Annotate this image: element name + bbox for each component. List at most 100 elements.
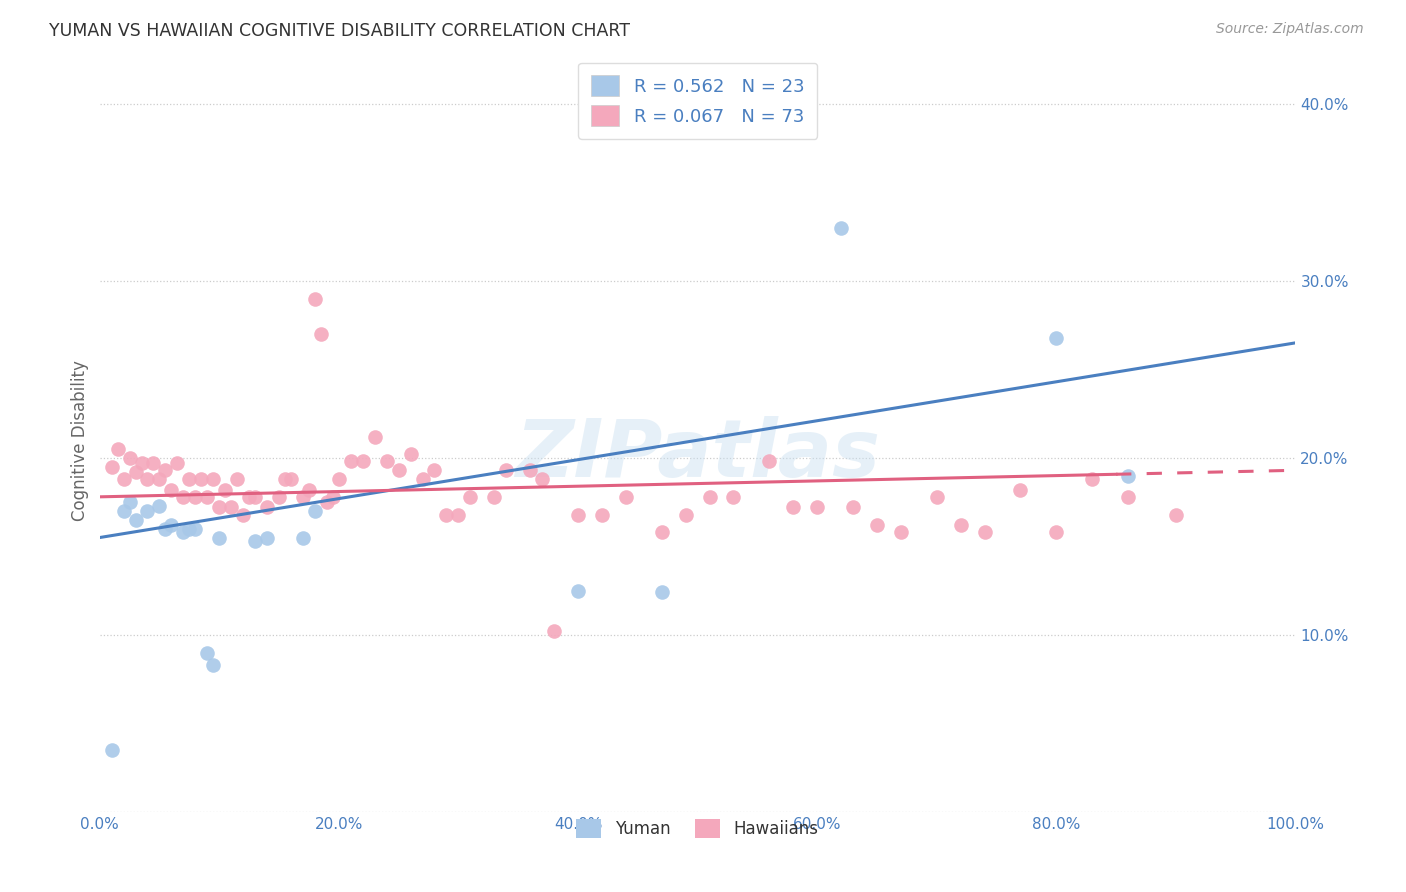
Point — [208, 531, 231, 545]
Point — [1164, 508, 1187, 522]
Point — [267, 490, 290, 504]
Point — [112, 504, 135, 518]
Point — [328, 472, 350, 486]
Point — [172, 525, 194, 540]
Point — [1045, 525, 1067, 540]
Point — [190, 472, 212, 486]
Point — [100, 743, 122, 757]
Point — [352, 454, 374, 468]
Point — [830, 220, 852, 235]
Point — [973, 525, 995, 540]
Point — [298, 483, 321, 497]
Point — [399, 447, 422, 461]
Point — [124, 465, 146, 479]
Point — [142, 456, 165, 470]
Point — [842, 500, 865, 515]
Point — [363, 430, 385, 444]
Point — [232, 508, 254, 522]
Point — [202, 657, 225, 672]
Point — [925, 490, 948, 504]
Point — [304, 292, 326, 306]
Point — [309, 326, 332, 341]
Point — [214, 483, 236, 497]
Point — [423, 463, 446, 477]
Point — [567, 508, 589, 522]
Point — [675, 508, 697, 522]
Point — [131, 456, 153, 470]
Point — [238, 490, 260, 504]
Point — [1116, 468, 1139, 483]
Point — [375, 454, 398, 468]
Point — [280, 472, 302, 486]
Point — [274, 472, 297, 486]
Text: Source: ZipAtlas.com: Source: ZipAtlas.com — [1216, 22, 1364, 37]
Point — [160, 518, 183, 533]
Point — [179, 522, 201, 536]
Point — [1010, 483, 1032, 497]
Point — [184, 522, 207, 536]
Point — [782, 500, 804, 515]
Point — [195, 490, 218, 504]
Point — [699, 490, 721, 504]
Y-axis label: Cognitive Disability: Cognitive Disability — [72, 359, 89, 521]
Point — [136, 504, 159, 518]
Point — [1045, 330, 1067, 344]
Point — [148, 472, 170, 486]
Point — [614, 490, 637, 504]
Point — [179, 472, 201, 486]
Point — [543, 624, 565, 639]
Point — [291, 531, 314, 545]
Point — [256, 500, 278, 515]
Point — [806, 500, 828, 515]
Point — [723, 490, 745, 504]
Point — [436, 508, 458, 522]
Point — [866, 518, 889, 533]
Point — [100, 459, 122, 474]
Text: YUMAN VS HAWAIIAN COGNITIVE DISABILITY CORRELATION CHART: YUMAN VS HAWAIIAN COGNITIVE DISABILITY C… — [49, 22, 630, 40]
Point — [412, 472, 434, 486]
Point — [166, 456, 188, 470]
Point — [890, 525, 912, 540]
Point — [484, 490, 506, 504]
Point — [388, 463, 411, 477]
Point — [155, 463, 177, 477]
Point — [226, 472, 249, 486]
Point — [567, 583, 589, 598]
Point — [758, 454, 780, 468]
Point — [148, 499, 170, 513]
Point — [107, 442, 129, 456]
Point — [304, 504, 326, 518]
Text: ZIPatlas: ZIPatlas — [515, 416, 880, 494]
Point — [243, 534, 266, 549]
Point — [291, 490, 314, 504]
Point — [208, 500, 231, 515]
Point — [460, 490, 482, 504]
Point — [949, 518, 972, 533]
Point — [651, 525, 673, 540]
Point — [118, 495, 141, 509]
Point — [195, 646, 218, 660]
Point — [172, 490, 194, 504]
Point — [118, 450, 141, 465]
Point — [495, 463, 517, 477]
Point — [447, 508, 470, 522]
Point — [160, 483, 183, 497]
Point — [651, 585, 673, 599]
Point — [184, 490, 207, 504]
Point — [256, 531, 278, 545]
Point — [155, 522, 177, 536]
Point — [136, 472, 159, 486]
Point — [591, 508, 613, 522]
Point — [219, 500, 242, 515]
Point — [339, 454, 361, 468]
Point — [322, 490, 344, 504]
Point — [124, 513, 146, 527]
Point — [202, 472, 225, 486]
Point — [1116, 490, 1139, 504]
Legend: Yuman, Hawaiians: Yuman, Hawaiians — [569, 812, 825, 845]
Point — [243, 490, 266, 504]
Point — [519, 463, 541, 477]
Point — [1081, 472, 1104, 486]
Point — [315, 495, 337, 509]
Point — [531, 472, 554, 486]
